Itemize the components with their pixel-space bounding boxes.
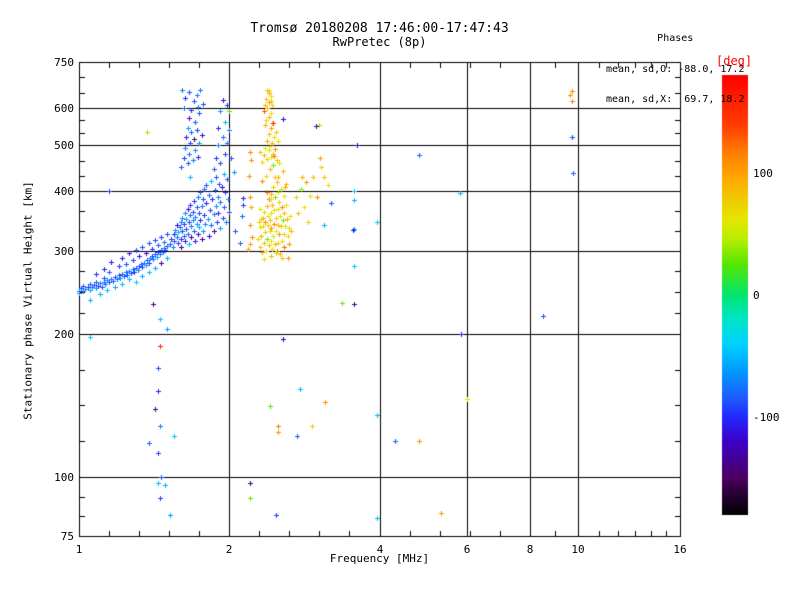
y-tick-label: 600 — [54, 102, 74, 115]
x-tick-label: 2 — [225, 543, 233, 556]
x-tick-label: 8 — [526, 543, 534, 556]
colorbar-tick-label: 100 — [753, 167, 773, 180]
colorbar-unit-label: [deg] — [716, 54, 753, 68]
chart-subtitle: RwPretec (8p) — [332, 35, 427, 49]
x-tick-label: 4 — [376, 543, 384, 556]
colorbar-tick-label: 0 — [753, 289, 760, 302]
y-axis-title: Stationary phase Virtual Height [km] — [21, 181, 35, 420]
colorbar-tick-label: -100 — [753, 411, 780, 424]
x-tick-label: 16 — [673, 543, 687, 556]
y-tick-label: 500 — [54, 139, 74, 152]
y-tick-label: 400 — [54, 185, 74, 198]
chart-title: Tromsø 20180208 17:46:00-17:47:43 — [250, 21, 509, 36]
phase-stats-o-mode: mean, sd,O: -88.0, 17.2 — [606, 64, 745, 75]
phase-stats-title: Phases — [657, 33, 694, 44]
phase-stats-x-mode: mean, sd,X: 69.7, 18.2 — [606, 94, 745, 105]
x-tick-label: 6 — [463, 543, 471, 556]
y-tick-label: 750 — [54, 56, 74, 69]
x-axis-title: Frequency [MHz] — [329, 552, 430, 565]
y-tick-label: 100 — [54, 471, 74, 484]
y-tick-label: 200 — [54, 328, 74, 341]
phase-stats-block: Phases mean, sd,O: -88.0, 17.2 mean, sd,… — [606, 14, 744, 125]
x-tick-label: 1 — [75, 543, 83, 556]
x-tick-label: 10 — [571, 543, 585, 556]
y-tick-label: 300 — [54, 245, 74, 258]
y-tick-label: 75 — [60, 530, 74, 543]
